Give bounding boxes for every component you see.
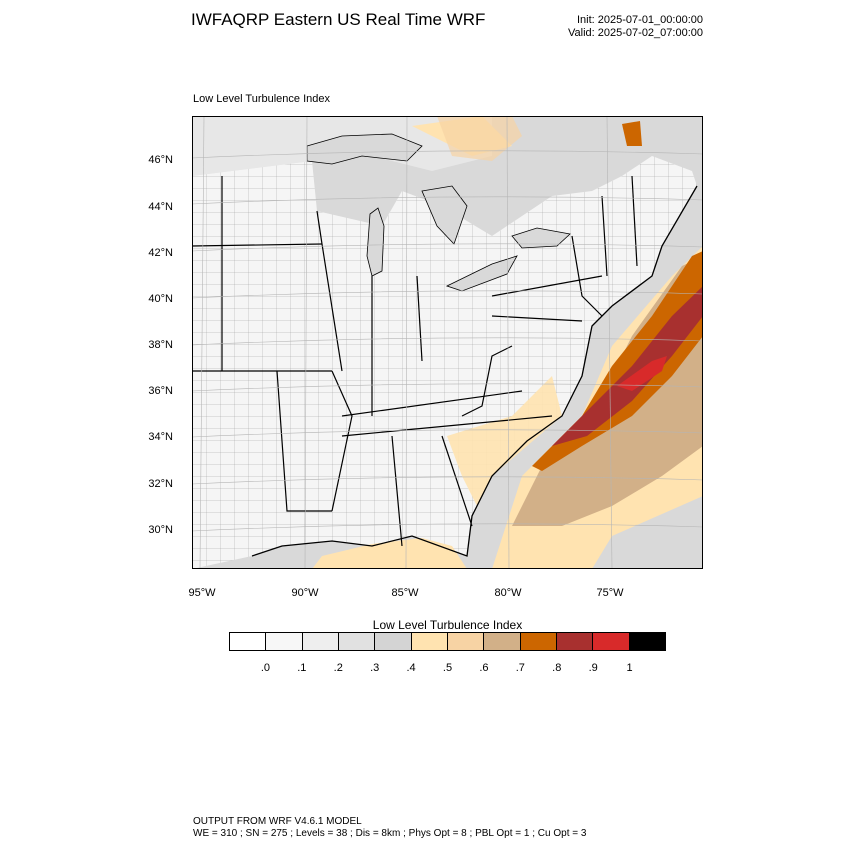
valid-time: Valid: 2025-07-02_07:00:00	[568, 27, 703, 39]
footer-config: WE = 310 ; SN = 275 ; Levels = 38 ; Dis …	[193, 828, 587, 839]
colorbar-tick-label: .0	[260, 662, 270, 674]
map-svg	[192, 116, 703, 569]
colorbar-cell	[520, 633, 557, 650]
county-grid	[192, 156, 697, 569]
field-canada-tan2	[437, 116, 522, 161]
colorbar-cell	[593, 633, 630, 650]
field-ne-orange	[622, 121, 642, 146]
graticule	[192, 116, 703, 569]
band-3	[532, 251, 703, 471]
colorbar-tick-label: .2	[333, 662, 343, 674]
map-panel	[192, 116, 703, 569]
lake-michigan	[366, 207, 385, 277]
colorbar-cell	[302, 633, 339, 650]
lat-label-32: 32°N	[148, 478, 173, 490]
lat-label-40: 40°N	[148, 293, 173, 305]
plot-label: Low Level Turbulence Index	[193, 93, 330, 105]
map-frame	[192, 116, 703, 569]
colorbar-tick-label: .3	[370, 662, 380, 674]
colorbar-cell	[266, 633, 303, 650]
band-4	[552, 286, 703, 446]
colorbar-tick-label: .4	[406, 662, 416, 674]
page-title: IWFAQRP Eastern US Real Time WRF	[191, 10, 486, 29]
lat-label-46: 46°N	[148, 154, 173, 166]
footer: OUTPUT FROM WRF V4.6.1 MODEL WE = 310 ; …	[193, 816, 586, 840]
band-5	[617, 356, 667, 391]
field-carolina	[447, 376, 562, 506]
colorbar-cell	[556, 633, 594, 650]
lat-label-30: 30°N	[148, 524, 173, 536]
colorbar-tick-label: .1	[297, 662, 307, 674]
lake-erie	[445, 255, 518, 292]
colorbar-tick-label: 1	[626, 662, 633, 674]
lat-label-36: 36°N	[148, 385, 173, 397]
colorbar	[229, 632, 666, 651]
colorbar-cell	[629, 633, 665, 650]
colorbar-tick-label: .6	[479, 662, 489, 674]
lat-label-38: 38°N	[148, 339, 173, 351]
colorbar-cell	[447, 633, 485, 650]
field-sea-grey	[592, 496, 703, 569]
time-info: Init: 2025-07-01_00:00:00 Valid: 2025-07…	[568, 14, 703, 40]
colorbar-tick-label: .5	[442, 662, 453, 674]
colorbar-cell	[411, 633, 448, 650]
field-gulf	[312, 538, 467, 569]
lon-label-90: 90°W	[291, 587, 319, 599]
lon-label-95: 95°W	[188, 587, 216, 599]
colorbar-cell	[484, 633, 521, 650]
lat-label-42: 42°N	[148, 247, 173, 259]
init-time: Init: 2025-07-01_00:00:00	[577, 14, 703, 26]
colorbar-tick-label: .9	[588, 662, 598, 674]
lat-label-44: 44°N	[148, 201, 173, 213]
lon-label-85: 85°W	[391, 587, 419, 599]
lat-label-34: 34°N	[148, 431, 173, 443]
colorbar-tick-label: .8	[552, 662, 562, 674]
state-boundaries	[192, 175, 638, 547]
colorbar-title: Low Level Turbulence Index	[372, 618, 523, 632]
colorbar-cell	[375, 633, 412, 650]
lake-huron	[421, 185, 468, 245]
footer-model: OUTPUT FROM WRF V4.6.1 MODEL	[193, 816, 362, 827]
colorbar-cell	[230, 633, 267, 650]
colorbar-tick-label: .7	[515, 662, 525, 674]
lake-ontario	[511, 227, 571, 249]
colorbar-cell	[338, 633, 376, 650]
lon-label-75: 75°W	[596, 587, 624, 599]
lon-label-80: 80°W	[494, 587, 522, 599]
coastline	[251, 185, 698, 557]
